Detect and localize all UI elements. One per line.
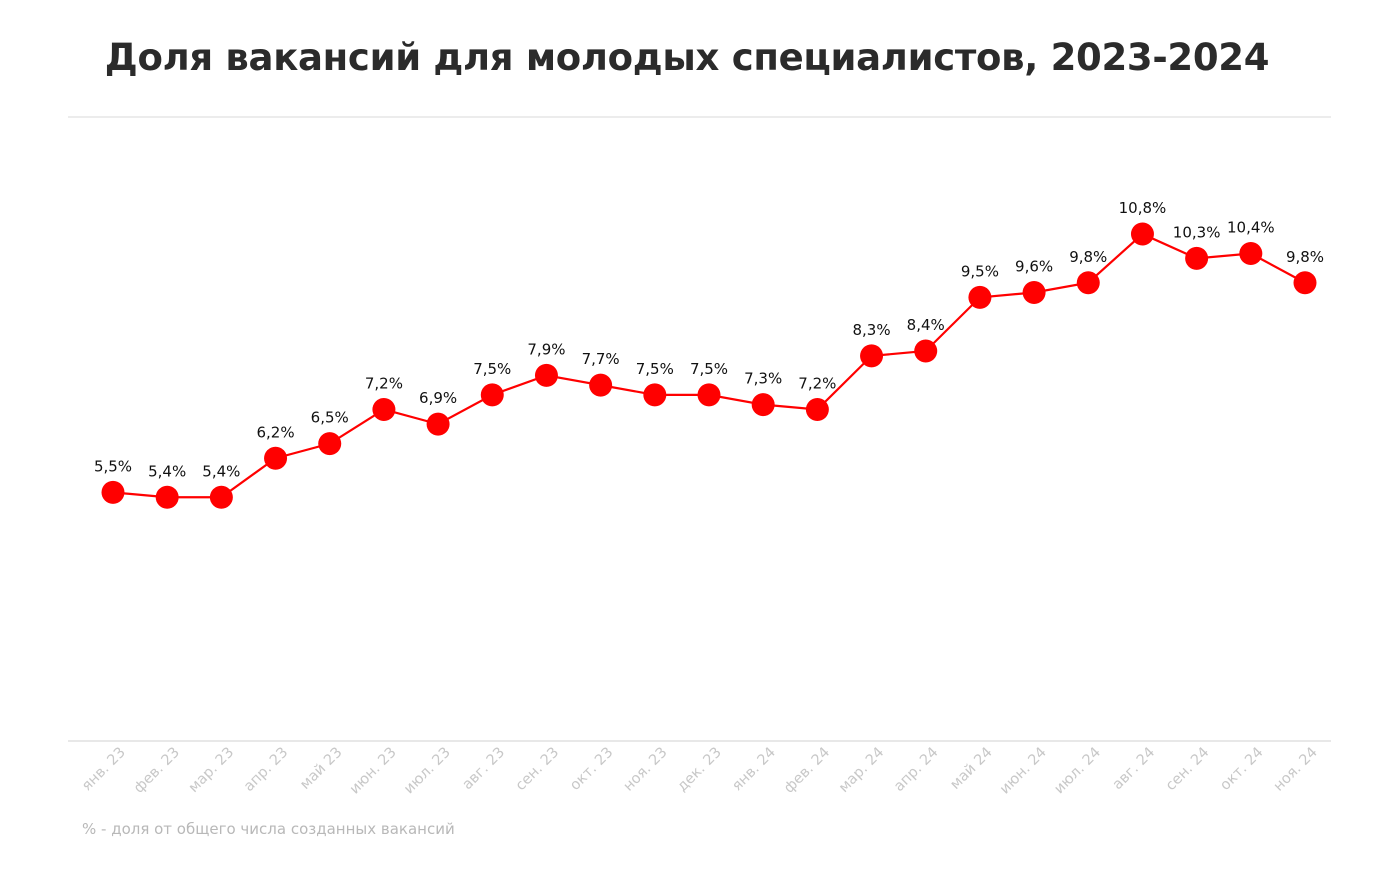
data-label: 7,7% <box>582 350 620 368</box>
x-tick-label: мар. 23 <box>186 745 237 796</box>
x-tick-label: сен. 24 <box>1163 745 1213 795</box>
data-label: 9,5% <box>961 262 999 280</box>
data-label: 6,5% <box>311 409 349 427</box>
x-tick-label: ноя. 24 <box>1271 745 1321 795</box>
data-label: 6,9% <box>419 389 457 407</box>
data-label: 8,4% <box>907 316 945 334</box>
x-tick-label: окт. 23 <box>567 745 616 794</box>
data-label: 5,5% <box>94 457 132 475</box>
x-tick-label: май 24 <box>947 745 995 793</box>
x-tick-label: дек. 23 <box>674 745 724 795</box>
data-point <box>860 344 884 368</box>
x-tick-label: июл. 24 <box>1051 745 1104 798</box>
data-point <box>101 480 125 504</box>
x-tick-label: сен. 23 <box>513 745 563 795</box>
data-point <box>426 412 450 436</box>
x-tick-label: апр. 23 <box>241 745 291 795</box>
data-point <box>805 398 829 421</box>
data-label: 10,3% <box>1173 223 1221 241</box>
data-point <box>751 393 775 417</box>
data-label: 6,2% <box>256 423 294 441</box>
chart-title: Доля вакансий для молодых специалистов, … <box>104 36 1270 79</box>
data-label: 7,3% <box>744 370 782 388</box>
data-point <box>1293 271 1317 295</box>
data-label: 7,2% <box>798 375 836 393</box>
data-point <box>264 446 288 470</box>
data-point <box>534 363 558 387</box>
x-tick-label: апр. 24 <box>891 745 941 795</box>
data-label: 10,4% <box>1227 219 1275 237</box>
data-point <box>643 383 667 407</box>
data-point <box>372 398 396 421</box>
x-tick-label: июл. 23 <box>401 745 454 798</box>
x-tick-label: июн. 24 <box>997 745 1050 798</box>
data-label: 7,2% <box>365 375 403 393</box>
x-tick-label: авг. 24 <box>1110 745 1159 794</box>
data-point <box>589 373 613 397</box>
data-point <box>914 339 938 363</box>
data-point <box>1022 281 1046 304</box>
data-point <box>1185 246 1209 270</box>
data-label: 9,6% <box>1015 258 1053 276</box>
x-tick-label: фев. 23 <box>131 745 183 797</box>
data-point <box>318 432 342 456</box>
x-tick-label: май 23 <box>297 745 345 793</box>
data-label: 10,8% <box>1119 199 1167 217</box>
x-tick-label: фев. 24 <box>781 745 833 797</box>
data-label: 9,8% <box>1286 248 1324 266</box>
data-label: 7,9% <box>527 340 565 358</box>
x-tick-label: ноя. 23 <box>621 745 671 795</box>
data-point <box>480 383 504 407</box>
data-label: 5,4% <box>148 462 186 480</box>
data-point <box>155 485 179 509</box>
data-point <box>968 285 992 309</box>
data-label: 5,4% <box>202 462 240 480</box>
x-tick-label: янв. 23 <box>79 745 129 795</box>
x-tick-label: июн. 23 <box>347 745 400 798</box>
data-label: 7,5% <box>473 360 511 378</box>
data-point <box>1130 222 1154 246</box>
x-tick-label: авг. 23 <box>460 745 509 794</box>
data-label: 9,8% <box>1069 248 1107 266</box>
data-point <box>209 485 233 509</box>
x-tick-label: мар. 24 <box>836 745 887 796</box>
footnote: % - доля от общего числа созданных вакан… <box>82 820 455 838</box>
data-point <box>697 383 721 407</box>
data-label: 7,5% <box>690 360 728 378</box>
data-label: 7,5% <box>636 360 674 378</box>
x-tick-label: янв. 24 <box>729 745 779 795</box>
data-point <box>1239 242 1263 265</box>
data-label: 8,3% <box>852 321 890 339</box>
x-tick-label: окт. 24 <box>1217 745 1266 794</box>
data-point <box>1076 271 1100 295</box>
